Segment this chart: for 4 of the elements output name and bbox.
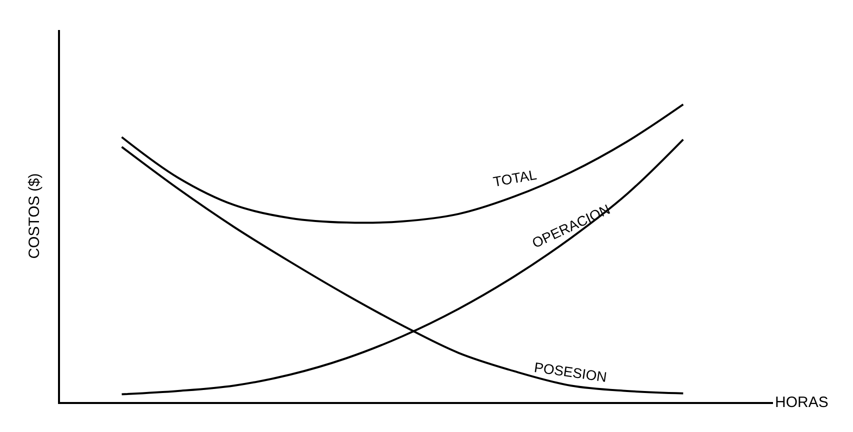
x-axis-title: HORAS [775,394,828,411]
text: TOTAL [492,166,538,190]
text: POSESION [533,358,608,385]
y-axis-title: COSTOS ($) [26,173,43,259]
